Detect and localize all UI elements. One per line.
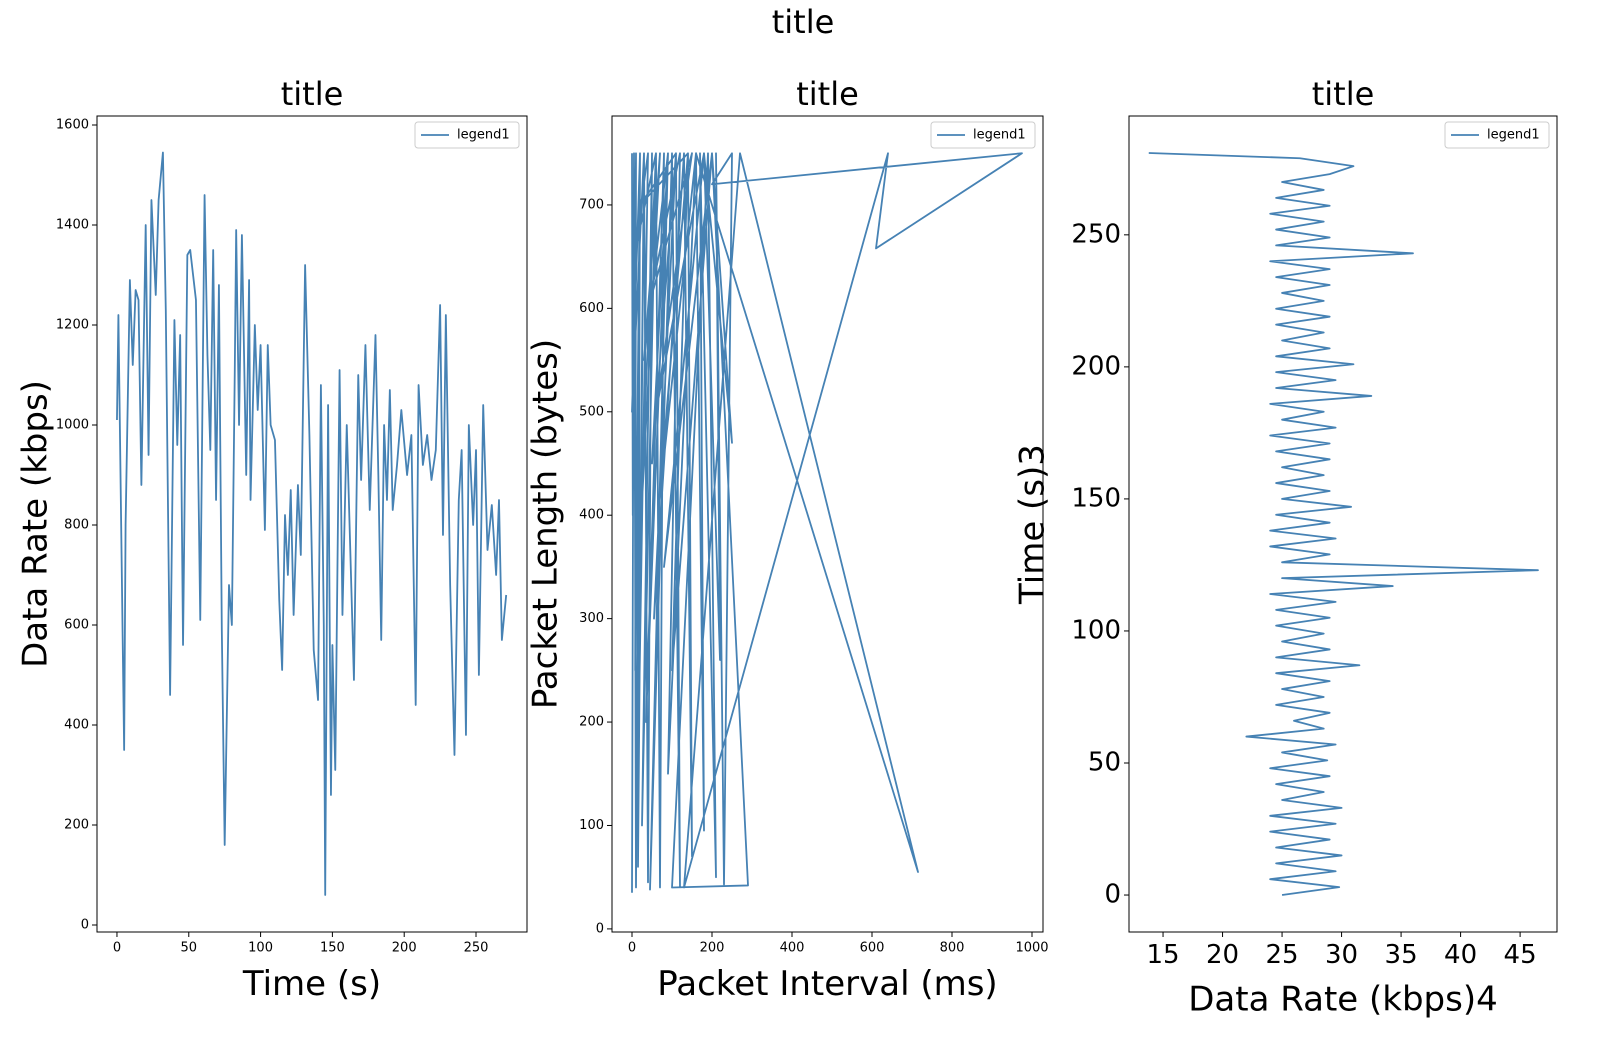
x-tick-label: 35 [1385, 940, 1418, 970]
y-tick-label: 1200 [56, 318, 89, 333]
subplot: title 0 50 100 150 200 250 0 200 400 600 800 1000 120… [16, 75, 528, 1004]
x-tick-label: 20 [1206, 940, 1239, 970]
y-tick-label: 800 [64, 518, 89, 533]
x-tick-label: 40 [1444, 940, 1477, 970]
data-line [116, 151, 508, 896]
legend-box [414, 121, 520, 149]
subplot-title: title [281, 75, 344, 113]
y-axis-label: Packet Length (bytes) [526, 339, 566, 709]
y-tick-label: 400 [579, 508, 604, 523]
y-tick-label: 0 [1104, 880, 1121, 910]
y-axis-label: Time (s)3 [1013, 444, 1053, 605]
x-axis-label: Time (s) [242, 964, 381, 1004]
x-tick-label: 200 [392, 940, 417, 955]
legend-label: legend1 [973, 128, 1026, 143]
legend-box [1444, 121, 1550, 149]
x-axis-label: Data Rate (kbps)4 [1188, 980, 1498, 1020]
legend-label: legend1 [457, 128, 510, 143]
y-tick-label: 50 [1088, 747, 1121, 777]
data-line [631, 152, 1023, 893]
y-tick-label: 1000 [56, 418, 89, 433]
subplot: title 0 200 400 600 800 1000 0 100 200 300 400 500 60… [526, 75, 1049, 1004]
y-tick-label: 200 [64, 818, 89, 833]
y-tick-label: 600 [579, 301, 604, 316]
x-tick-label: 0 [113, 940, 121, 955]
y-tick-label: 100 [1071, 615, 1121, 645]
subplot-title: title [1312, 75, 1375, 113]
y-tick-label: 100 [579, 818, 604, 833]
y-tick-label: 300 [579, 611, 604, 626]
axes-frame [611, 115, 1044, 933]
y-tick-label: 1600 [56, 118, 89, 133]
axes-frame [1128, 115, 1558, 933]
x-tick-label: 0 [628, 940, 636, 955]
x-tick-label: 50 [181, 940, 198, 955]
x-axis-label: Packet Interval (ms) [657, 964, 997, 1004]
x-tick-label: 600 [860, 940, 885, 955]
x-tick-label: 800 [940, 940, 965, 955]
legend-label: legend1 [1487, 128, 1540, 143]
y-tick-label: 200 [1071, 351, 1121, 381]
y-tick-label: 0 [81, 918, 89, 933]
y-tick-label: 500 [579, 404, 604, 419]
y-axis-label: Data Rate (kbps) [16, 380, 56, 668]
x-tick-label: 25 [1266, 940, 1299, 970]
y-tick-label: 1400 [56, 218, 89, 233]
legend-box [930, 121, 1036, 149]
subplot-title: title [796, 75, 859, 113]
x-tick-label: 150 [320, 940, 345, 955]
y-tick-label: 200 [579, 715, 604, 730]
figure-title: title [772, 3, 835, 41]
data-line [1148, 152, 1539, 896]
x-tick-label: 1000 [1015, 940, 1048, 955]
x-tick-label: 45 [1504, 940, 1537, 970]
y-tick-label: 250 [1071, 219, 1121, 249]
x-tick-label: 30 [1325, 940, 1358, 970]
x-tick-label: 200 [700, 940, 725, 955]
x-tick-label: 15 [1146, 940, 1179, 970]
y-tick-label: 700 [579, 197, 604, 212]
x-tick-label: 400 [780, 940, 805, 955]
y-tick-label: 400 [64, 718, 89, 733]
x-tick-label: 250 [464, 940, 489, 955]
x-tick-label: 100 [248, 940, 273, 955]
y-tick-label: 150 [1071, 483, 1121, 513]
axes-frame [96, 115, 528, 933]
subplot: title 15 20 25 30 35 40 45 0 50 100 150 200 250 Data R… [1013, 75, 1558, 1020]
y-tick-label: 0 [596, 921, 604, 936]
y-tick-label: 600 [64, 618, 89, 633]
